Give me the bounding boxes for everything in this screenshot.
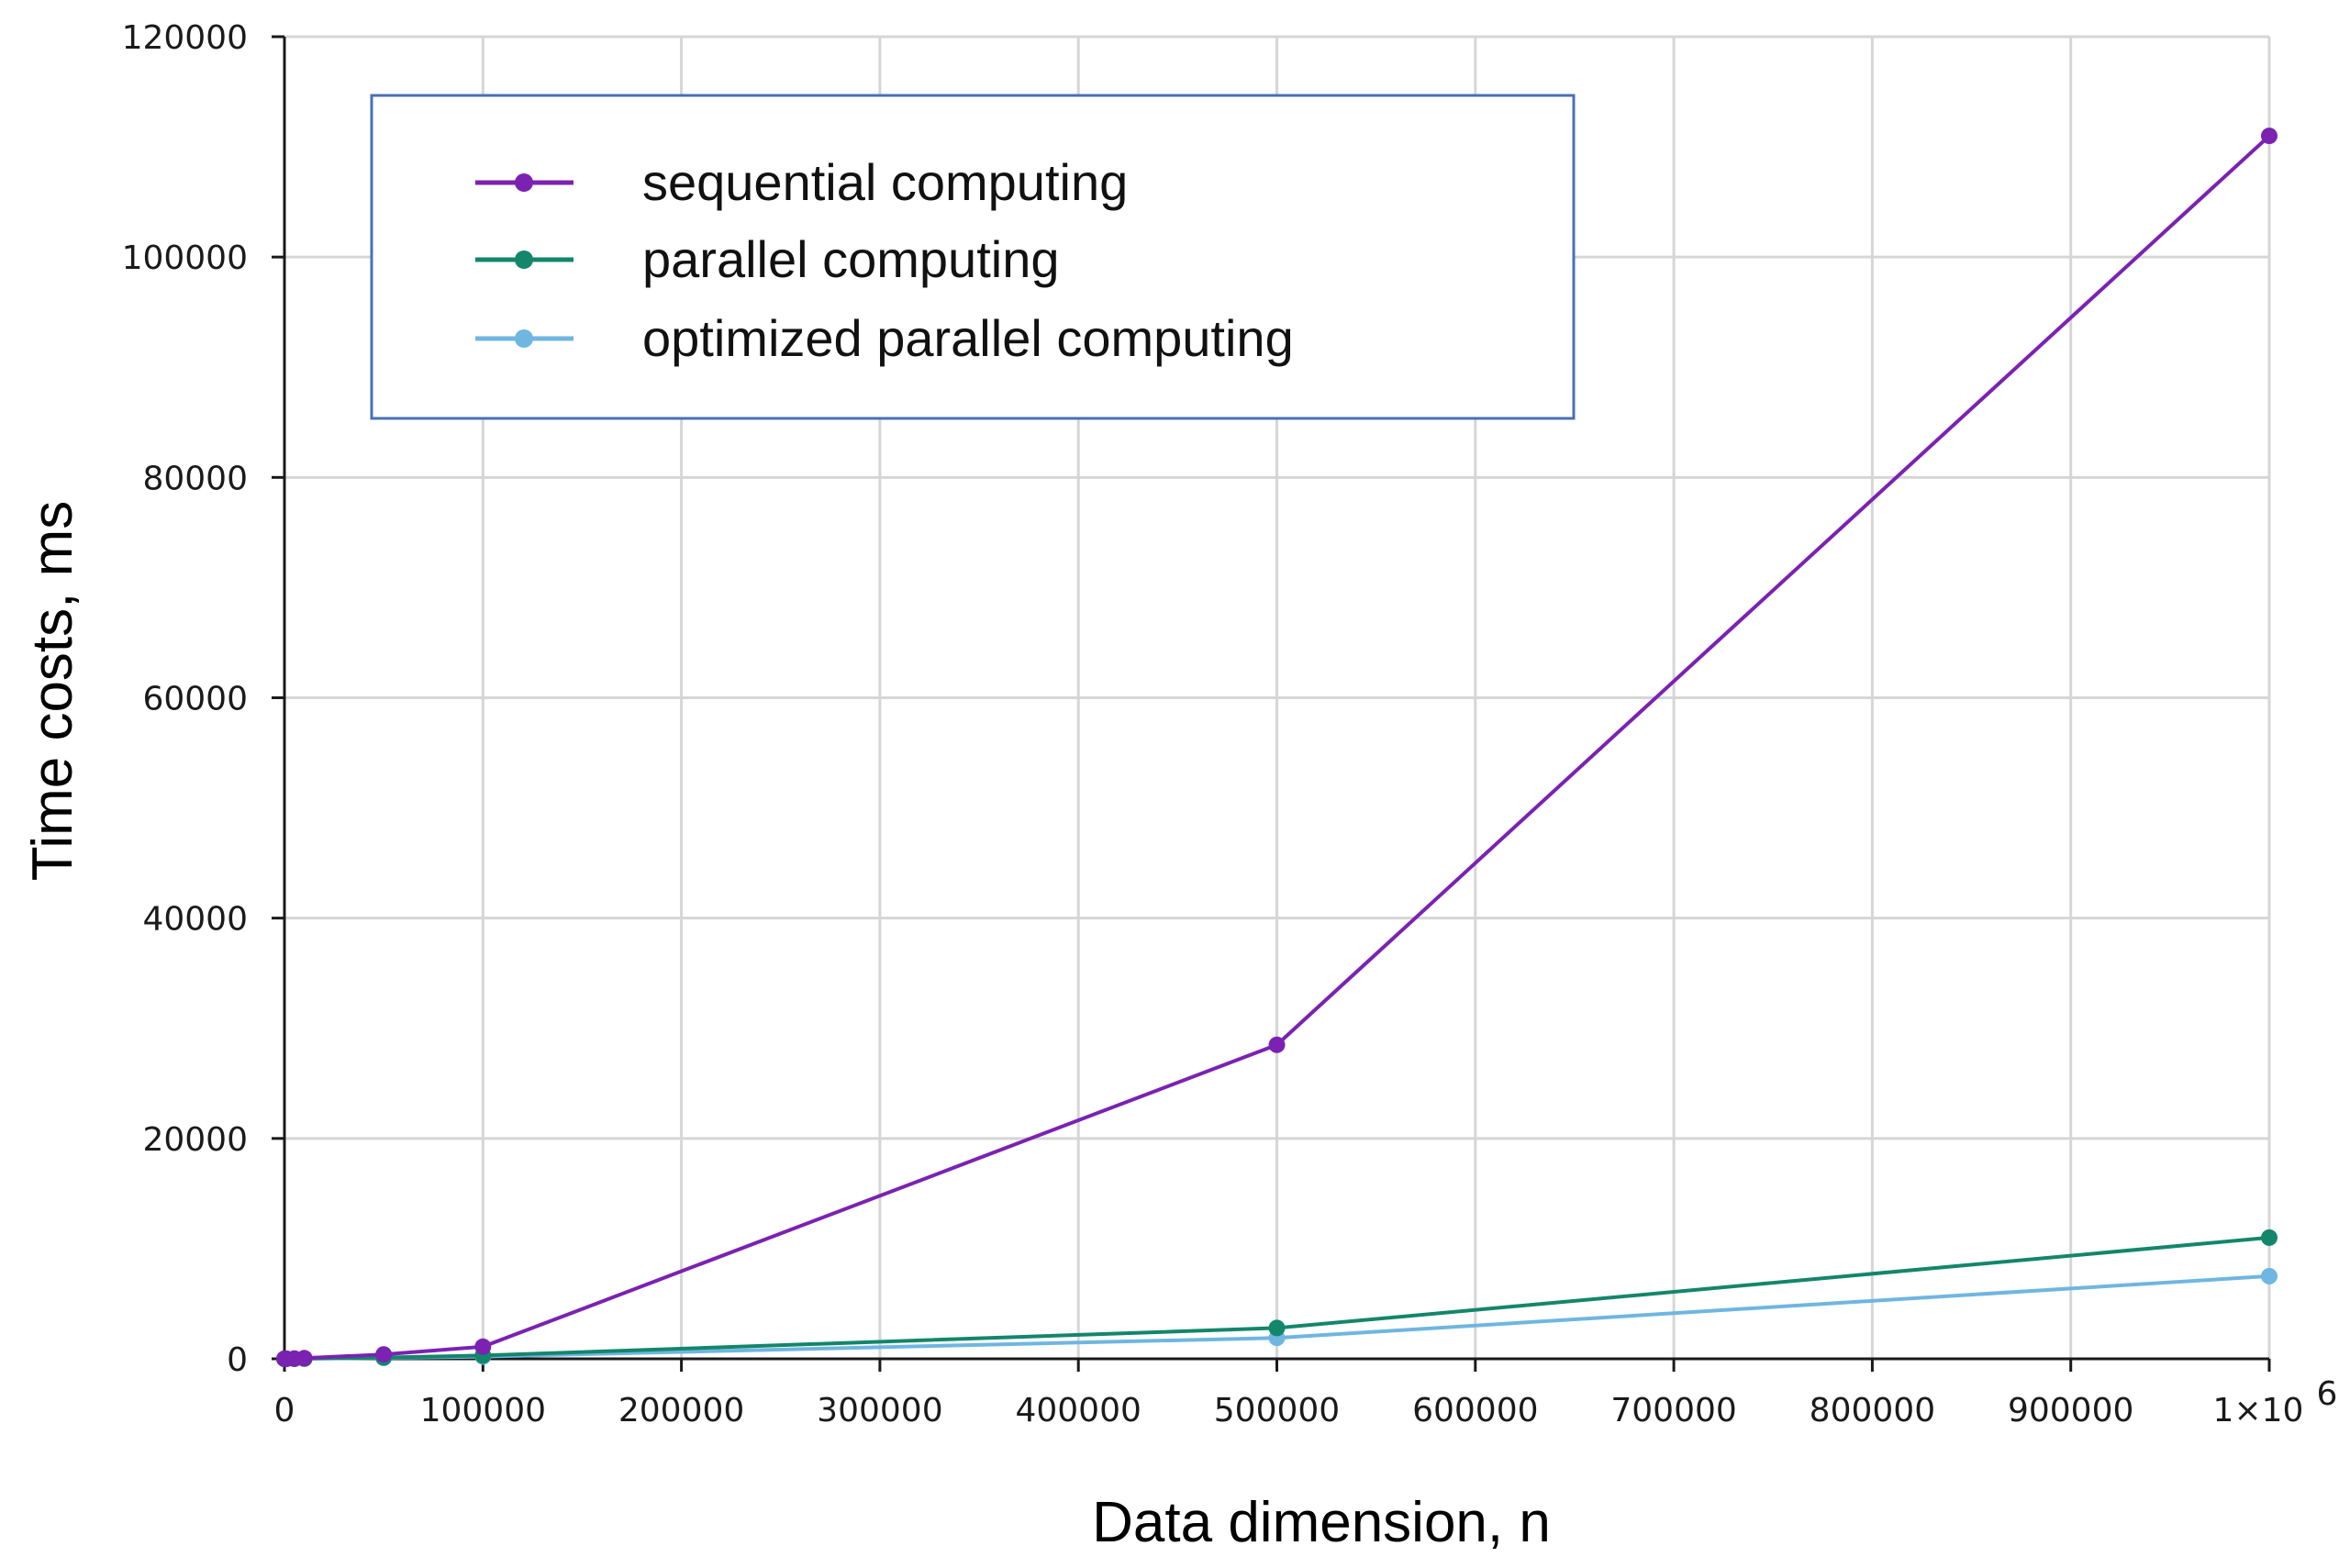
legend-label: parallel computing <box>642 230 1059 288</box>
legend-swatch-marker <box>515 250 533 269</box>
legend-swatch-marker <box>515 329 533 348</box>
legend-box <box>370 94 1576 420</box>
data-point-sequential-computing <box>2261 128 2278 145</box>
x-tick-label: 900000 <box>2008 1392 2133 1429</box>
y-axis-title: Time costs, ms <box>21 501 84 882</box>
data-point-parallel-computing <box>2261 1229 2278 1246</box>
data-point-parallel-computing <box>1268 1319 1286 1337</box>
x-tick-label: 800000 <box>1810 1392 1935 1429</box>
y-tick-label: 100000 <box>122 239 248 277</box>
x-tick-label: 400000 <box>1015 1392 1141 1429</box>
data-point-optimized-parallel-computing <box>2261 1267 2278 1284</box>
data-point-sequential-computing <box>1268 1036 1286 1053</box>
x-axis-title: Data dimension, n <box>1092 1491 1551 1554</box>
axes <box>272 35 2271 1372</box>
legend-swatch-marker <box>515 173 533 192</box>
data-point-sequential-computing <box>295 1350 313 1367</box>
x-tick-label: 300000 <box>817 1392 942 1429</box>
x-tick-exponent: 6 <box>2317 1375 2338 1413</box>
y-tick-label: 80000 <box>142 460 248 497</box>
legend-item-parallel-computing: parallel computing <box>475 230 1059 288</box>
x-tick-label: 100000 <box>420 1392 546 1429</box>
x-tick-label: 600000 <box>1412 1392 1538 1429</box>
series-lines <box>276 128 2278 1367</box>
data-point-sequential-computing <box>474 1338 492 1355</box>
x-tick-label: 500000 <box>1214 1392 1340 1429</box>
x-tick-label: 0 <box>274 1392 295 1429</box>
y-tick-label: 40000 <box>142 901 248 939</box>
tick-labels: 0 100000 200000 300000 400000 500000 600000 700… <box>122 19 2338 1429</box>
y-tick-label: 60000 <box>142 681 248 718</box>
x-tick-label: 1×10 <box>2213 1392 2304 1429</box>
legend-label: sequential computing <box>642 153 1128 211</box>
legend-label: optimized parallel computing <box>642 309 1294 367</box>
x-tick-label: 700000 <box>1610 1392 1736 1429</box>
legend: sequential computing parallel computing op… <box>370 94 1576 420</box>
legend-item-optimized-parallel-computing: optimized parallel computing <box>475 309 1294 367</box>
y-tick-label: 20000 <box>142 1121 248 1159</box>
x-tick-label: 200000 <box>618 1392 744 1429</box>
legend-item-sequential-computing: sequential computing <box>475 153 1128 211</box>
y-tick-label: 120000 <box>122 19 248 57</box>
data-point-sequential-computing <box>375 1346 393 1363</box>
y-tick-label: 0 <box>227 1341 248 1379</box>
